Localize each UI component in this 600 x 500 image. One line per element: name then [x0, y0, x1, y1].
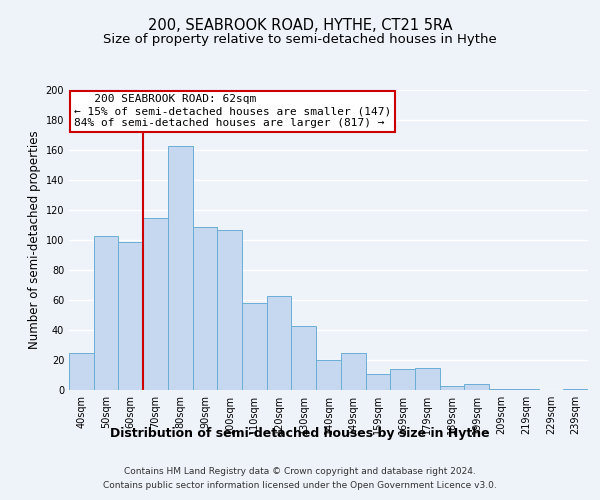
Bar: [365, 374, 390, 390]
Bar: [242, 303, 267, 390]
Text: Contains HM Land Registry data © Crown copyright and database right 2024.: Contains HM Land Registry data © Crown c…: [124, 468, 476, 476]
Bar: [193, 226, 217, 390]
Text: 200 SEABROOK ROAD: 62sqm
← 15% of semi-detached houses are smaller (147)
84% of : 200 SEABROOK ROAD: 62sqm ← 15% of semi-d…: [74, 94, 391, 128]
Bar: [390, 369, 415, 390]
Bar: [143, 218, 168, 390]
Text: 200, SEABROOK ROAD, HYTHE, CT21 5RA: 200, SEABROOK ROAD, HYTHE, CT21 5RA: [148, 18, 452, 32]
Text: Contains public sector information licensed under the Open Government Licence v3: Contains public sector information licen…: [103, 481, 497, 490]
Bar: [118, 242, 143, 390]
Bar: [489, 388, 514, 390]
Bar: [341, 352, 365, 390]
Bar: [440, 386, 464, 390]
Y-axis label: Number of semi-detached properties: Number of semi-detached properties: [28, 130, 41, 350]
Bar: [292, 326, 316, 390]
Bar: [267, 296, 292, 390]
Bar: [514, 388, 539, 390]
Bar: [94, 236, 118, 390]
Text: Distribution of semi-detached houses by size in Hythe: Distribution of semi-detached houses by …: [110, 428, 490, 440]
Text: Size of property relative to semi-detached houses in Hythe: Size of property relative to semi-detach…: [103, 32, 497, 46]
Bar: [316, 360, 341, 390]
Bar: [217, 230, 242, 390]
Bar: [415, 368, 440, 390]
Bar: [69, 352, 94, 390]
Bar: [464, 384, 489, 390]
Bar: [168, 146, 193, 390]
Bar: [563, 388, 588, 390]
